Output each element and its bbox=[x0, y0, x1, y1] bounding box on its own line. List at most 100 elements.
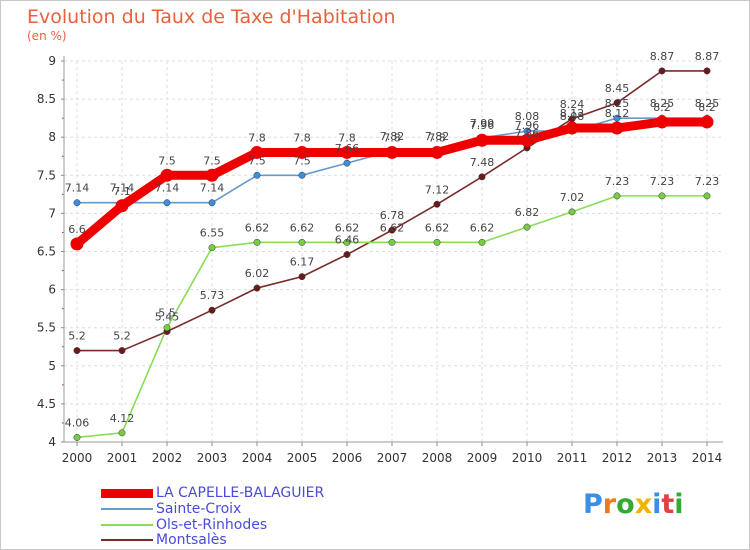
data-point bbox=[208, 244, 216, 252]
data-point bbox=[430, 145, 444, 159]
y-tick-label: 5.5 bbox=[37, 321, 56, 335]
data-label: 6.02 bbox=[245, 267, 270, 280]
data-label: 8.25 bbox=[605, 97, 630, 110]
data-label: 4.12 bbox=[110, 412, 135, 425]
data-point bbox=[613, 114, 621, 122]
data-label: 7.96 bbox=[515, 119, 540, 132]
data-point bbox=[73, 433, 81, 441]
x-tick-label: 2000 bbox=[62, 451, 93, 465]
data-label: 7.96 bbox=[470, 119, 495, 132]
logo-letter: P bbox=[583, 489, 603, 520]
data-point bbox=[568, 208, 576, 216]
logo-letter: i bbox=[674, 489, 684, 520]
legend-item-ols-et-rinhodes[interactable]: Ols-et-Rinhodes bbox=[101, 517, 267, 533]
data-point bbox=[703, 192, 711, 200]
axes: 4 4.5 5 5.5 6 6.5 7 7.5 8 8.5 9 2000 2001 2002 2003 200… bbox=[37, 54, 723, 465]
data-label: 6.78 bbox=[380, 209, 405, 222]
data-point bbox=[478, 238, 486, 246]
legend-label: Montsalès bbox=[156, 532, 227, 548]
data-point bbox=[205, 168, 219, 182]
data-point bbox=[700, 115, 714, 129]
data-point bbox=[610, 121, 624, 135]
legend-label: LA CAPELLE-BALAGUIER bbox=[156, 485, 325, 501]
data-label: 8.2 bbox=[698, 101, 716, 114]
data-label: 8.87 bbox=[695, 50, 720, 63]
data-label: 7.23 bbox=[650, 175, 675, 188]
y-tick-label: 6.5 bbox=[37, 245, 56, 259]
data-label: 7.82 bbox=[425, 130, 450, 143]
y-tick-label: 4 bbox=[48, 435, 56, 449]
logo-letter: t bbox=[661, 489, 675, 520]
data-point bbox=[73, 347, 81, 355]
data-label: 6.62 bbox=[470, 221, 495, 234]
data-point bbox=[163, 199, 171, 207]
legend-item-montsales[interactable]: Montsalès bbox=[101, 532, 227, 548]
data-point bbox=[433, 200, 441, 208]
data-label: 8.25 bbox=[695, 97, 720, 110]
y-tick-label: 5 bbox=[48, 359, 56, 373]
y-tick-label: 7.5 bbox=[37, 168, 56, 182]
data-label: 8.12 bbox=[560, 107, 585, 120]
data-label: 5.73 bbox=[200, 289, 225, 302]
chart-title: Evolution du Taux de Taxe d'Habitation bbox=[27, 6, 396, 28]
data-label: 8.12 bbox=[605, 107, 630, 120]
data-label: 7.8 bbox=[248, 131, 266, 144]
data-label: 6.82 bbox=[515, 206, 540, 219]
data-point bbox=[565, 121, 579, 135]
data-point bbox=[433, 238, 441, 246]
x-tick-label: 2012 bbox=[602, 451, 633, 465]
data-label: 6.46 bbox=[335, 234, 360, 247]
data-point bbox=[385, 145, 399, 159]
data-labels: 6.67.17.5 7.57.8 7.8 7.8 7.8 7.87.96 7.968.12 8… bbox=[65, 50, 720, 430]
data-label: 6.62 bbox=[290, 221, 315, 234]
data-point bbox=[523, 223, 531, 231]
data-label: 7.23 bbox=[605, 175, 630, 188]
data-point bbox=[118, 429, 126, 437]
data-label: 6.62 bbox=[335, 221, 360, 234]
data-label: 7.48 bbox=[470, 156, 495, 169]
data-point bbox=[613, 192, 621, 200]
legend-swatch bbox=[101, 488, 153, 498]
data-point bbox=[118, 347, 126, 355]
y-tick-label: 8.5 bbox=[37, 92, 56, 106]
data-label: 7.8 bbox=[338, 131, 356, 144]
data-point bbox=[613, 99, 621, 107]
data-point bbox=[250, 145, 264, 159]
x-tick-label: 2013 bbox=[647, 451, 678, 465]
legend-item-sainte-croix[interactable]: Sainte-Croix bbox=[101, 501, 241, 517]
logo-letter: i bbox=[652, 489, 662, 520]
data-label: 7.82 bbox=[380, 130, 405, 143]
data-point bbox=[253, 238, 261, 246]
data-label: 5.2 bbox=[113, 330, 131, 343]
data-point bbox=[70, 237, 84, 251]
data-label: 4.06 bbox=[65, 416, 90, 429]
legend-swatch bbox=[101, 524, 153, 526]
data-label: 7.14 bbox=[200, 182, 225, 195]
data-point bbox=[343, 238, 351, 246]
data-point bbox=[340, 145, 354, 159]
y-tick-label: 9 bbox=[48, 54, 56, 68]
series-markers bbox=[70, 67, 714, 441]
x-tick-label: 2007 bbox=[377, 451, 408, 465]
data-label: 7.14 bbox=[65, 182, 90, 195]
data-label: 5.2 bbox=[68, 330, 86, 343]
x-tick-label: 2002 bbox=[152, 451, 183, 465]
data-label: 8.08 bbox=[515, 110, 540, 123]
legend-item-la-capelle-balaguier[interactable]: LA CAPELLE-BALAGUIER bbox=[101, 485, 324, 501]
data-label: 6.62 bbox=[380, 221, 405, 234]
data-label: 6.6 bbox=[68, 223, 86, 236]
data-point bbox=[160, 168, 174, 182]
data-point bbox=[115, 199, 129, 213]
data-point bbox=[388, 238, 396, 246]
y-tick-label: 8 bbox=[48, 130, 56, 144]
data-point bbox=[208, 306, 216, 314]
data-label: 5.45 bbox=[155, 311, 180, 324]
proxiti-logo: Proxiti bbox=[583, 489, 684, 520]
data-label: 7.8 bbox=[293, 131, 311, 144]
data-label: 7.14 bbox=[155, 182, 180, 195]
data-label: 7.8 bbox=[428, 131, 446, 144]
data-label: 6.62 bbox=[245, 221, 270, 234]
data-label: 6.55 bbox=[200, 227, 225, 240]
data-point bbox=[298, 273, 306, 281]
